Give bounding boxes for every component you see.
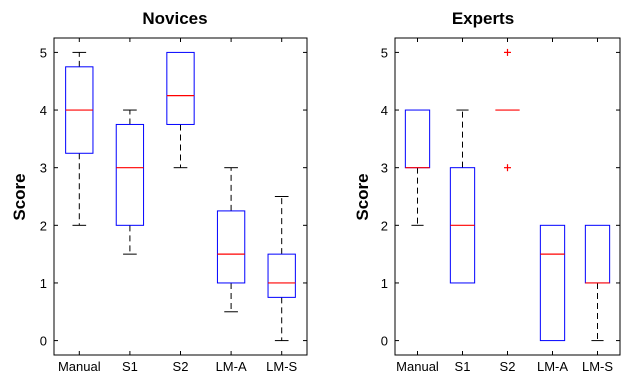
box <box>166 51 195 125</box>
x-tick-label: LM-S <box>582 359 613 374</box>
y-axis-label: Score <box>353 173 372 220</box>
x-tick-label: S1 <box>122 359 138 374</box>
y-tick-label: 5 <box>40 45 47 60</box>
chart-title: Experts <box>452 9 514 28</box>
box <box>216 210 246 284</box>
y-tick-label: 2 <box>40 218 47 233</box>
axes-frame <box>394 37 621 356</box>
box <box>404 109 431 169</box>
y-tick-label: 0 <box>40 334 47 349</box>
y-tick-label: 4 <box>381 103 388 118</box>
novices-panel: Novices Score 0 1 2 3 4 5 Manual S1 S2 LM-A LM-S <box>10 9 308 374</box>
y-tick-label: 3 <box>40 161 47 176</box>
y-axis-label: Score <box>10 173 29 220</box>
plot-area: 0 1 2 3 4 5 Manual S1 S2 LM-A LM-S <box>40 37 308 374</box>
x-tick-label: S1 <box>455 359 471 374</box>
x-tick-label: S2 <box>173 359 189 374</box>
x-tick-label: LM-A <box>216 359 247 374</box>
x-tick-label: S2 <box>500 359 516 374</box>
box <box>115 123 145 226</box>
y-tick-label: 5 <box>381 45 388 60</box>
chart-title: Novices <box>142 9 207 28</box>
y-tick-label: 1 <box>40 276 47 291</box>
x-tick-label: LM-A <box>537 359 568 374</box>
y-tick-label: 4 <box>40 103 47 118</box>
x-tick-label: LM-S <box>266 359 297 374</box>
y-tick-label: 2 <box>381 218 388 233</box>
axes-frame <box>53 37 308 356</box>
y-tick-label: 3 <box>381 161 388 176</box>
y-tick-label: 0 <box>381 334 388 349</box>
x-tick-label: Manual <box>58 359 101 374</box>
x-tick-label: Manual <box>396 359 439 374</box>
box <box>267 253 296 298</box>
y-tick-label: 1 <box>381 276 388 291</box>
outlier-point <box>504 48 511 56</box>
plot-area: 0 1 2 3 4 5 Manual S1 S2 LM-A LM-S <box>381 37 621 374</box>
outlier-point <box>504 164 511 172</box>
box <box>539 224 566 342</box>
box <box>584 224 611 284</box>
experts-panel: Experts Score 0 1 2 3 4 5 Manual S1 S2 LM-A LM-S <box>353 9 621 374</box>
